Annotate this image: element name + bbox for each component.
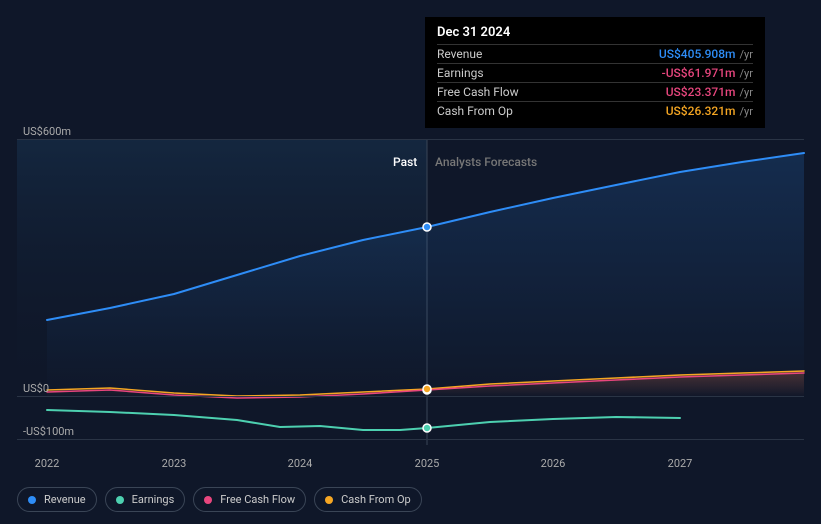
tooltip-value: US$405.908m <box>659 47 736 61</box>
tooltip-row: Earnings-US$61.971m/yr <box>437 63 753 82</box>
forecast-label: Analysts Forecasts <box>435 155 537 169</box>
x-axis-label: 2022 <box>35 457 60 470</box>
tooltip-unit: /yr <box>740 48 753 61</box>
tooltip-label: Cash From Op <box>437 104 666 118</box>
financial-chart: US$600m US$0 -US$100m 2022 2023 2024 2025 2026… <box>0 0 821 524</box>
tooltip-unit: /yr <box>740 105 753 118</box>
legend-item-earnings[interactable]: Earnings <box>105 487 186 512</box>
data-tooltip: Dec 31 2024 RevenueUS$405.908m/yrEarning… <box>425 17 765 128</box>
tooltip-label: Free Cash Flow <box>437 85 666 99</box>
legend-label: Cash From Op <box>341 493 411 506</box>
tooltip-row: Cash From OpUS$26.321m/yr <box>437 101 753 120</box>
tooltip-label: Earnings <box>437 66 662 80</box>
legend-dot-icon <box>325 496 333 504</box>
y-axis-label: -US$100m <box>23 425 74 438</box>
legend: Revenue Earnings Free Cash Flow Cash From O… <box>17 487 422 512</box>
x-axis-label: 2026 <box>541 457 566 470</box>
gridline <box>17 396 804 397</box>
tooltip-unit: /yr <box>740 67 753 80</box>
legend-dot-icon <box>116 496 124 504</box>
gridline <box>17 439 804 440</box>
legend-item-cash-from-op[interactable]: Cash From Op <box>314 487 422 512</box>
y-axis-label: US$600m <box>23 125 71 138</box>
legend-dot-icon <box>28 496 36 504</box>
tooltip-unit: /yr <box>740 86 753 99</box>
legend-label: Free Cash Flow <box>220 493 295 506</box>
legend-dot-icon <box>204 496 212 504</box>
tooltip-value: US$26.321m <box>666 104 736 118</box>
tooltip-value: US$23.371m <box>666 85 736 99</box>
legend-label: Earnings <box>132 493 175 506</box>
x-axis-label: 2023 <box>162 457 187 470</box>
tooltip-date: Dec 31 2024 <box>437 25 753 44</box>
tooltip-row: RevenueUS$405.908m/yr <box>437 44 753 63</box>
legend-item-free-cash-flow[interactable]: Free Cash Flow <box>193 487 306 512</box>
past-label: Past <box>393 155 417 169</box>
tooltip-label: Revenue <box>437 47 659 61</box>
gridline <box>17 139 804 140</box>
x-axis-label: 2024 <box>288 457 313 470</box>
y-axis-label: US$0 <box>23 382 49 395</box>
legend-label: Revenue <box>44 493 86 506</box>
legend-item-revenue[interactable]: Revenue <box>17 487 97 512</box>
tooltip-row: Free Cash FlowUS$23.371m/yr <box>437 82 753 101</box>
x-axis-label: 2027 <box>668 457 693 470</box>
x-axis-label: 2025 <box>415 457 440 470</box>
tooltip-value: -US$61.971m <box>662 66 736 80</box>
